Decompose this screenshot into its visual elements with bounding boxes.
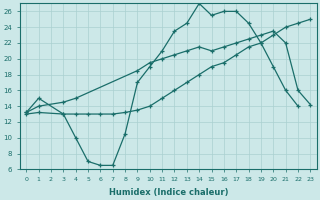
- X-axis label: Humidex (Indice chaleur): Humidex (Indice chaleur): [108, 188, 228, 197]
